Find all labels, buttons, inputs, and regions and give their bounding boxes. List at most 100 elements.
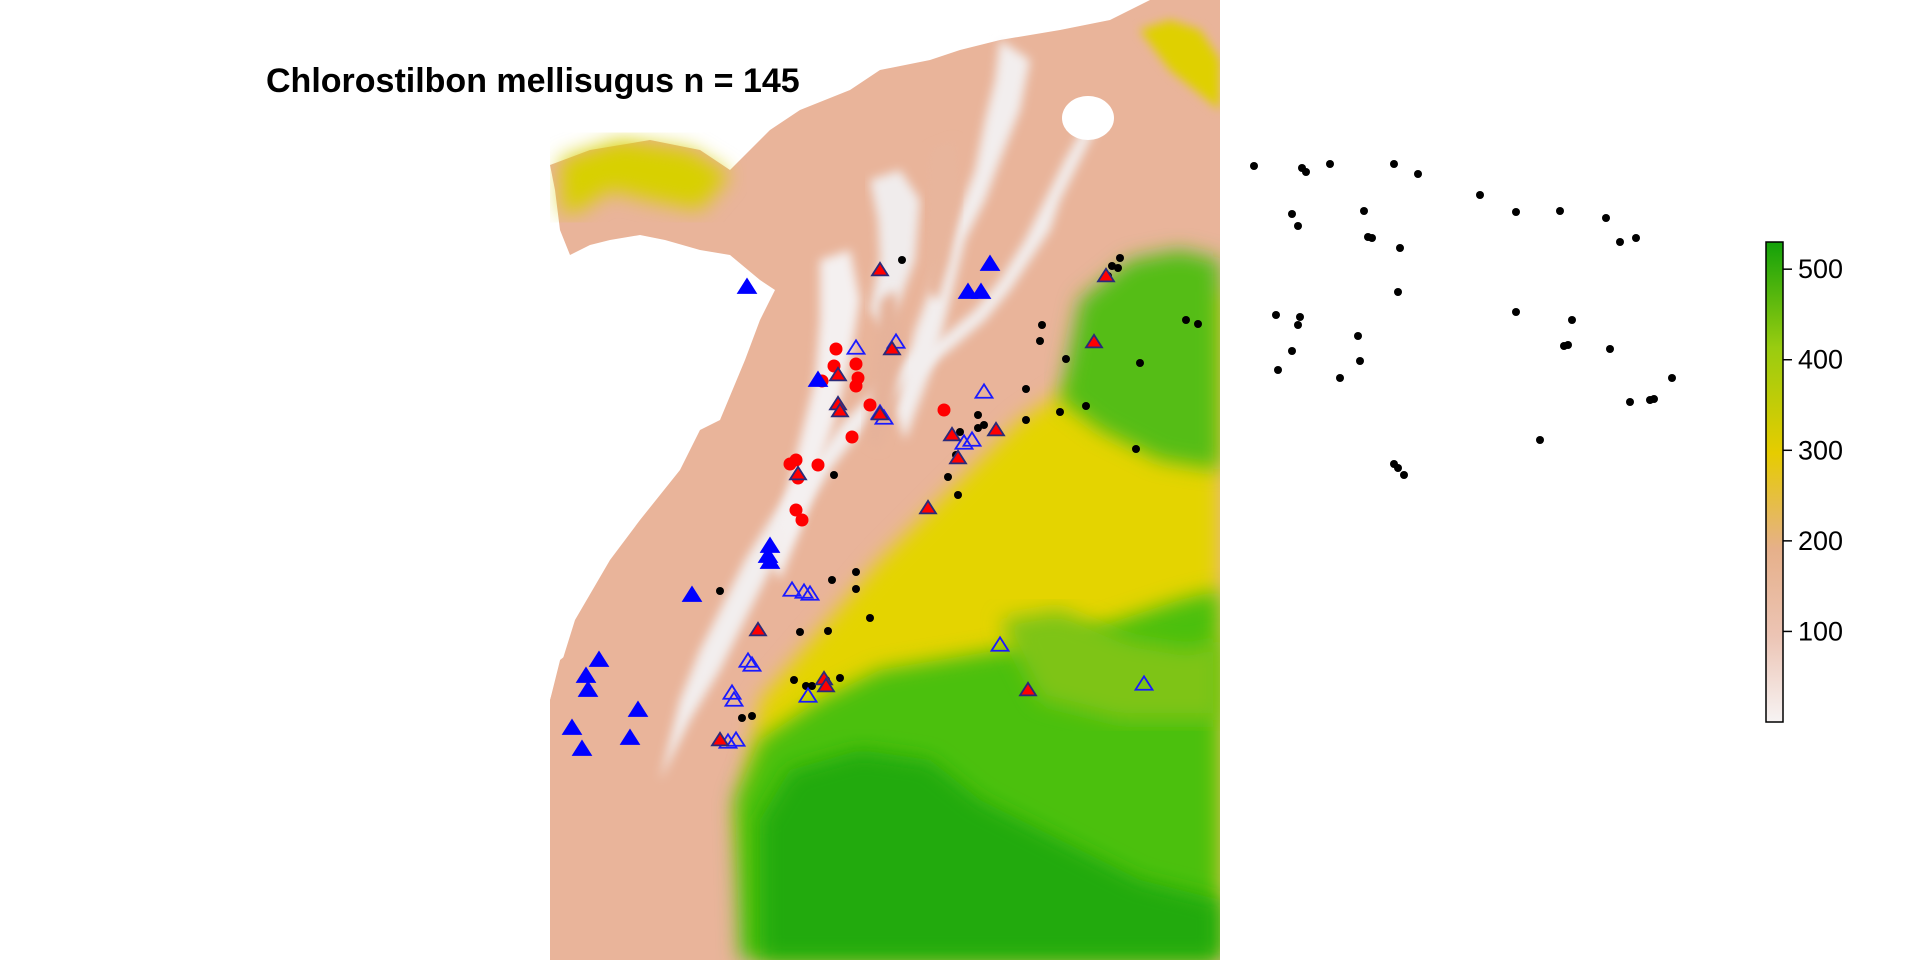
- black-point: [898, 256, 906, 264]
- blue-open-triangle: [1133, 674, 1155, 691]
- blue-filled-triangle: [970, 282, 992, 299]
- black-point: [1194, 320, 1202, 328]
- black-point: [1038, 321, 1046, 329]
- black-point: [1390, 160, 1398, 168]
- black-point: [1062, 355, 1070, 363]
- blue-open-triangle: [737, 651, 759, 668]
- black-point: [944, 473, 952, 481]
- red-filled-triangle: [1096, 267, 1116, 283]
- red-point: [783, 457, 797, 471]
- black-point: [1108, 262, 1116, 270]
- black-point: [1560, 342, 1568, 350]
- black-point: [1394, 464, 1402, 472]
- black-point: [1536, 436, 1544, 444]
- black-point: [852, 568, 860, 576]
- red-point: [829, 342, 843, 356]
- black-point: [1394, 288, 1402, 296]
- red-filled-triangle: [1084, 333, 1104, 349]
- black-point: [1606, 345, 1614, 353]
- black-point: [1360, 207, 1368, 215]
- blue-open-triangle: [793, 582, 815, 599]
- black-point: [1056, 408, 1064, 416]
- black-point: [1568, 316, 1576, 324]
- red-point: [863, 398, 877, 412]
- map-title: Chlorostilbon mellisugus n = 145: [266, 62, 800, 100]
- blue-open-triangle: [845, 338, 867, 355]
- red-point: [811, 458, 825, 472]
- black-point: [1396, 244, 1404, 252]
- blue-filled-triangle: [807, 370, 829, 387]
- black-point: [1302, 168, 1310, 176]
- colorbar-tick-label: 100: [1798, 616, 1843, 646]
- blue-open-triangle: [723, 690, 745, 707]
- black-point: [836, 674, 844, 682]
- forest-green-mid: [1000, 610, 1220, 720]
- black-point: [1326, 160, 1334, 168]
- raster-map: [550, 0, 1220, 960]
- black-point: [716, 587, 724, 595]
- blue-open-triangle: [797, 686, 819, 703]
- red-filled-triangle: [828, 366, 848, 382]
- lake: [1062, 96, 1114, 140]
- red-filled-triangle: [1018, 681, 1038, 697]
- black-point: [1250, 162, 1258, 170]
- red-point: [937, 403, 951, 417]
- black-point: [1336, 374, 1344, 382]
- black-occurrence-points: [716, 160, 1676, 722]
- blue-filled-triangles: [561, 254, 1001, 756]
- blue-open-triangle: [721, 683, 743, 700]
- black-point: [954, 491, 962, 499]
- blue-filled-triangle: [588, 650, 610, 667]
- red-filled-triangle: [710, 731, 730, 747]
- red-filled-triangle: [748, 621, 768, 637]
- black-point: [1182, 316, 1190, 324]
- red-filled-triangle: [986, 421, 1006, 437]
- blue-filled-triangle: [561, 718, 583, 735]
- blue-filled-triangle: [577, 680, 599, 697]
- black-point: [1512, 308, 1520, 316]
- colorbar-legend: 100 200 300 400 500: [1765, 241, 1843, 723]
- red-filled-triangles: [710, 261, 1116, 747]
- black-point: [1272, 311, 1280, 319]
- red-filled-triangle: [870, 405, 890, 421]
- black-point: [796, 628, 804, 636]
- blue-filled-triangle: [575, 666, 597, 683]
- black-point: [1476, 191, 1484, 199]
- red-point: [849, 357, 863, 371]
- red-filled-triangle: [918, 499, 938, 515]
- colorbar-gradient: [1765, 241, 1784, 723]
- black-point: [1356, 357, 1364, 365]
- blue-filled-triangle: [627, 700, 649, 717]
- black-point: [1296, 313, 1304, 321]
- black-point: [1400, 471, 1408, 479]
- black-point: [738, 714, 746, 722]
- black-point: [1136, 359, 1144, 367]
- blue-filled-triangle: [571, 739, 593, 756]
- black-point: [1632, 234, 1640, 242]
- blue-open-triangle: [961, 430, 983, 447]
- black-point: [1022, 416, 1030, 424]
- lowland-yellow-north: [560, 140, 730, 215]
- red-filled-triangle: [942, 426, 962, 442]
- valley-cauca: [865, 290, 905, 450]
- red-filled-triangle: [870, 261, 890, 277]
- red-occurrence-points: [783, 342, 951, 527]
- black-point: [1132, 445, 1140, 453]
- black-point: [790, 676, 798, 684]
- black-point: [824, 627, 832, 635]
- blue-filled-triangle: [619, 728, 641, 745]
- colorbar-tick-label: 500: [1798, 254, 1843, 284]
- red-point: [789, 503, 803, 517]
- black-point: [980, 421, 988, 429]
- black-point: [808, 682, 816, 690]
- blue-open-triangle: [989, 635, 1011, 652]
- black-point: [830, 471, 838, 479]
- black-point: [1512, 208, 1520, 216]
- black-point: [956, 428, 964, 436]
- red-filled-triangle: [882, 340, 902, 356]
- red-filled-triangle: [816, 677, 836, 693]
- pacific-coast-edge: [550, 420, 725, 860]
- colorbar-tick-label: 400: [1798, 345, 1843, 375]
- blue-filled-triangle: [957, 282, 979, 299]
